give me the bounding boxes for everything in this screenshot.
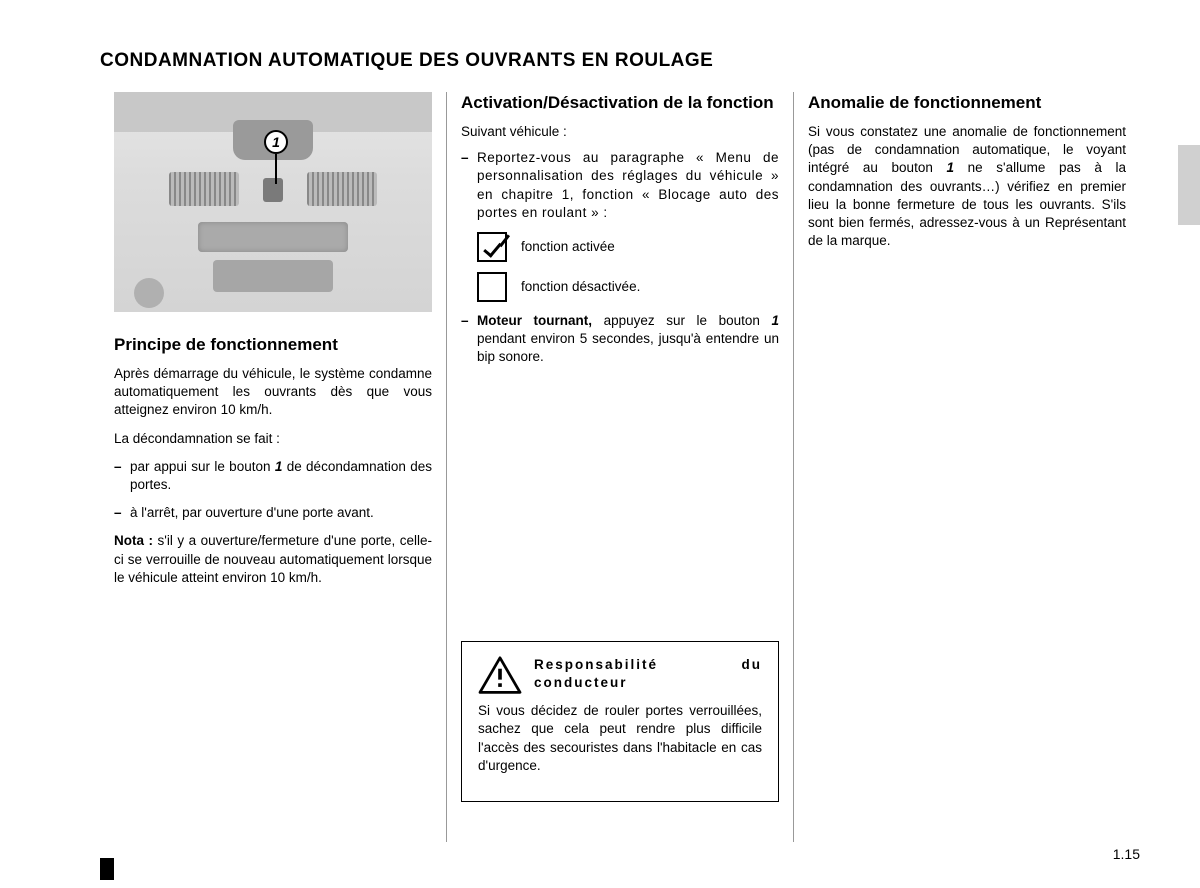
col3-p1: Si vous constatez une anomalie de foncti… bbox=[808, 123, 1126, 251]
callout-line bbox=[275, 154, 277, 184]
column-1: 31769 1 Principe de fonctionnement Après… bbox=[100, 92, 446, 842]
page-title: CONDAMNATION AUTOMATIQUE DES OUVRANTS EN… bbox=[100, 50, 1140, 72]
warning-title: Responsabilité du conducteur bbox=[534, 656, 762, 696]
warning-body: Si vous décidez de rouler portes verroui… bbox=[478, 702, 762, 775]
content-columns: 31769 1 Principe de fonctionnement Après… bbox=[100, 92, 1140, 842]
side-tab bbox=[1178, 145, 1200, 225]
column-3: Anomalie de fonctionnement Si vous const… bbox=[793, 92, 1140, 842]
col1-heading: Principe de fonctionnement bbox=[114, 334, 432, 357]
column-2: Activation/Désactivation de la fonction … bbox=[446, 92, 793, 842]
col3-heading: Anomalie de fonctionnement bbox=[808, 92, 1126, 115]
col1-li1: par appui sur le bouton 1 de décondamnat… bbox=[114, 458, 432, 494]
option-deactivated-label: fonction désactivée. bbox=[521, 278, 640, 296]
option-deactivated-row: fonction désactivée. bbox=[477, 272, 779, 302]
col2-sub: Suivant véhicule : bbox=[461, 123, 779, 141]
warning-triangle-icon bbox=[478, 656, 522, 696]
page-number: 1.15 bbox=[1113, 846, 1140, 862]
col1-nota: Nota : s'il y a ouverture/fermeture d'un… bbox=[114, 532, 432, 587]
col1-p1: Après démarrage du véhicule, le système … bbox=[114, 365, 432, 420]
checkbox-checked-icon bbox=[477, 232, 507, 262]
checkbox-unchecked-icon bbox=[477, 272, 507, 302]
col1-p2: La décondamnation se fait : bbox=[114, 430, 432, 448]
dashboard-illustration: 31769 1 bbox=[114, 92, 432, 312]
option-activated-row: fonction activée bbox=[477, 232, 779, 262]
col2-heading: Activation/Désactivation de la fonction bbox=[461, 92, 779, 115]
col1-li2: à l'arrêt, par ouverture d'une porte ava… bbox=[114, 504, 432, 522]
callout-1: 1 bbox=[264, 130, 288, 154]
col2-li1: Reportez-vous au paragraphe « Menu de pe… bbox=[461, 149, 779, 222]
col2-li2: Moteur tournant, appuyez sur le bouton 1… bbox=[461, 312, 779, 367]
footer-mark bbox=[100, 858, 114, 880]
warning-box: Responsabilité du conducteur Si vous déc… bbox=[461, 641, 779, 802]
option-activated-label: fonction activée bbox=[521, 238, 615, 256]
